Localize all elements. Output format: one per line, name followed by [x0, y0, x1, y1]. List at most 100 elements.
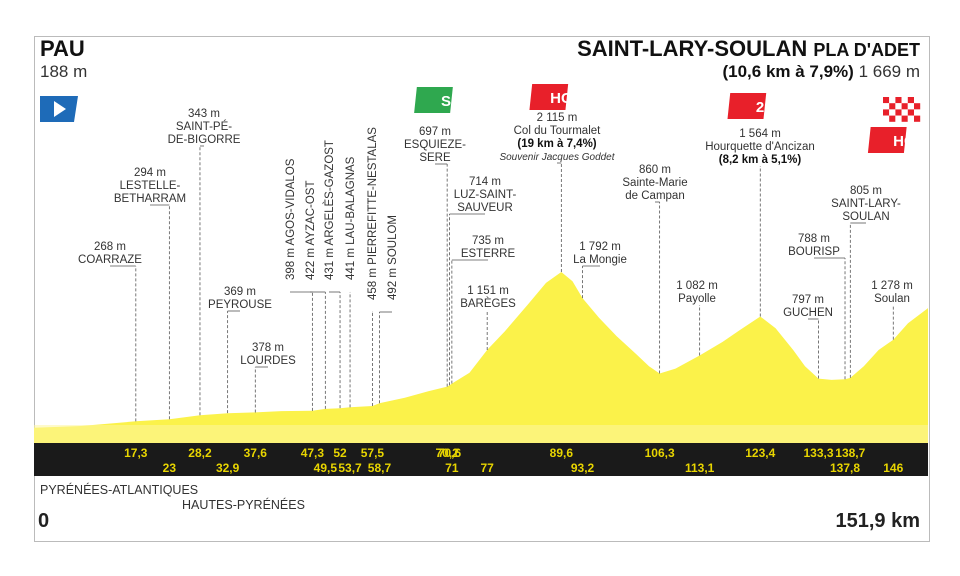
flag-check	[889, 109, 896, 116]
profile-base-band	[34, 425, 928, 443]
flag-check	[907, 97, 914, 104]
place-altitude: 1 564 m	[739, 128, 781, 140]
place-altitude: 714 m	[469, 176, 501, 188]
place-label: 431 m ARGELÈS-GAZOST	[323, 140, 336, 280]
place-label: Sainte-Marie	[622, 177, 687, 189]
badge-shape	[414, 87, 453, 113]
place-label: La Mongie	[573, 254, 627, 266]
place-altitude: 1 151 m	[467, 285, 509, 297]
km-marker: 123,4	[745, 446, 775, 460]
mountain-climb-icon: 2	[727, 93, 767, 119]
place-label: 492 m SOULOM	[387, 215, 399, 300]
place-altitude: 797 m	[792, 294, 824, 306]
km-marker: 70,6	[438, 446, 462, 460]
km-marker: 23	[163, 461, 177, 475]
flag-check	[895, 115, 902, 122]
flag-check	[889, 115, 896, 122]
place-label: BARÈGES	[460, 297, 516, 310]
place-altitude: 2 115 m	[537, 112, 578, 124]
badge-text: 2	[756, 99, 764, 116]
intermediate-sprint-icon: S	[414, 87, 453, 113]
km-marker: 113,1	[685, 461, 715, 475]
flag-check	[901, 109, 908, 116]
flag-check	[907, 103, 914, 110]
badge-shape	[529, 84, 569, 110]
place-label: LESTELLE-	[120, 180, 181, 192]
place-label: Souvenir Jacques Goddet	[499, 152, 615, 163]
badge-shape	[727, 93, 767, 119]
km-marker: 37,6	[244, 446, 268, 460]
place-label: 441 m LAU-BALAGNAS	[345, 156, 357, 280]
place-label: SERE	[419, 152, 451, 164]
place-label: BOURISP	[788, 246, 840, 258]
km-marker: 133,3	[804, 446, 834, 460]
km-marker: 146	[883, 461, 903, 475]
flag-check	[895, 97, 902, 104]
flag-check	[895, 103, 902, 110]
mountain-climb-icon: HC	[529, 84, 572, 110]
place-altitude: 378 m	[252, 342, 284, 354]
km-marker: 57,5	[361, 446, 385, 460]
finish-subtitle: PLA D'ADET	[813, 40, 920, 60]
km-marker: 89,6	[550, 446, 574, 460]
km-marker: 106,3	[645, 446, 675, 460]
place-label: (19 km à 7,4%)	[517, 138, 596, 150]
place-altitude: 294 m	[134, 167, 166, 179]
km-marker: 70,2	[435, 446, 459, 460]
place-altitude: 1 792 m	[579, 241, 621, 253]
place-altitude: 268 m	[94, 241, 126, 253]
place-label: Soulan	[874, 293, 910, 305]
finish-town: SAINT-LARY-SOULAN	[577, 36, 808, 61]
place-label: Payolle	[678, 293, 716, 305]
km-marker: 49,5	[314, 461, 338, 475]
chart-frame	[34, 36, 930, 542]
km-marker: 52	[333, 446, 347, 460]
axis-start-label: 0	[38, 510, 50, 532]
finish-altitude: 1 669 m	[858, 62, 920, 81]
flag-check	[883, 103, 890, 110]
km-marker: 32,9	[216, 461, 240, 475]
flag-check	[914, 103, 921, 110]
km-marker: 47,3	[301, 446, 325, 460]
flag-check	[914, 115, 921, 122]
km-marker: 77	[481, 461, 495, 475]
badge-text: S	[441, 93, 451, 110]
place-altitude: 1 082 m	[676, 280, 718, 292]
place-altitude: 697 m	[419, 126, 451, 138]
flag-check	[883, 109, 890, 116]
flag-check	[901, 103, 908, 110]
place-label: 422 m AYZAC-OST	[305, 181, 317, 280]
place-altitude: 1 278 m	[871, 280, 913, 292]
place-altitude: 369 m	[224, 286, 256, 298]
place-altitude: 805 m	[850, 185, 882, 197]
place-label: SAINT-PÉ-	[176, 120, 232, 133]
flag-check	[914, 109, 921, 116]
flag-check	[907, 109, 914, 116]
flag-check	[901, 115, 908, 122]
place-label: GUCHEN	[783, 307, 833, 319]
place-label: SAINT-LARY-	[831, 198, 901, 210]
km-marker: 53,7	[338, 461, 362, 475]
place-label: (8,2 km à 5,1%)	[719, 154, 802, 166]
place-label: 458 m PIERREFITTE-NESTALAS	[367, 127, 379, 300]
start-flag-arrow	[54, 101, 66, 117]
place-label: ESTERRE	[461, 248, 516, 260]
place-altitude: 735 m	[472, 235, 504, 247]
place-label: PEYROUSE	[208, 299, 272, 311]
place-label: SOULAN	[842, 211, 889, 223]
flag-check	[883, 97, 890, 104]
km-marker: 28,2	[188, 446, 212, 460]
badge-text: HC	[550, 90, 572, 107]
start-town: PAU	[40, 36, 85, 61]
finish-climb: (10,6 km à 7,9%)	[722, 62, 854, 81]
place-label: DE-BIGORRE	[168, 134, 241, 146]
axis-end-label: 151,9 km	[835, 510, 920, 532]
finish-flag-icon	[883, 97, 921, 122]
finish-climb-info: (10,6 km à 7,9%) 1 669 m	[722, 62, 920, 82]
place-label: SAUVEUR	[457, 202, 513, 214]
place-label: ESQUIEZE-	[404, 139, 466, 151]
department-label-2: HAUTES-PYRÉNÉES	[182, 498, 305, 512]
place-label: de Campan	[625, 190, 684, 202]
km-marker: 58,7	[368, 461, 392, 475]
